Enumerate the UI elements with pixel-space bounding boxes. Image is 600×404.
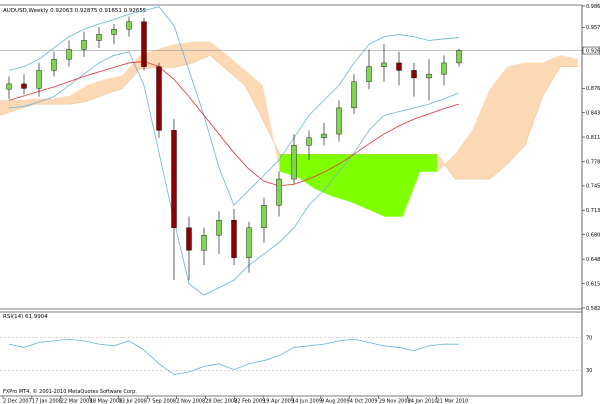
price-tick-label: 0.74580	[586, 184, 600, 190]
price-tick-label: 0.77840	[586, 159, 600, 165]
current-price-marker	[582, 46, 600, 55]
candle-body	[396, 62, 402, 71]
price-tick-label: 0.64800	[586, 257, 600, 263]
candle-body	[441, 62, 447, 75]
cloud-segment	[384, 154, 403, 217]
candle-body	[231, 220, 237, 258]
time-tick-label: 21 Mar 2010	[437, 399, 469, 404]
time-tick-label: 28 Dec 2008	[205, 399, 237, 404]
candle-body	[36, 70, 42, 89]
bollinger-upper-line	[8, 6, 460, 206]
time-tick-label: 2 Nov 2008	[176, 399, 205, 404]
time-tick-label: 13 Jul 2008	[119, 399, 147, 404]
price-tick-label: 0.87620	[586, 86, 600, 92]
time-tick-label: 22 Mar 2008	[61, 399, 93, 404]
moving-average-line	[8, 61, 460, 187]
price-tick-label: 0.68060	[586, 233, 600, 239]
time-tick-label: 4 Oct 2009	[350, 399, 378, 404]
candle-body	[426, 73, 432, 79]
candle-body	[246, 227, 252, 258]
time-tick-label: 24 Jan 2010	[408, 399, 438, 404]
candle-body	[111, 29, 117, 35]
rsi-tick-label: 70	[586, 335, 592, 341]
time-tick-label: 7 Sep 2008	[148, 399, 177, 404]
candle-body	[51, 58, 57, 71]
candle-body	[321, 133, 327, 139]
price-tick-label: 0.98600	[586, 4, 600, 10]
price-tick-label: 0.71320	[586, 208, 600, 214]
candle-body	[411, 70, 417, 79]
candle-body	[141, 21, 147, 67]
price-tick-label: 0.92655	[586, 48, 600, 54]
rsi-line	[8, 338, 460, 375]
candle-body	[66, 49, 72, 60]
cloud-segment	[349, 154, 368, 210]
ichimoku-cloud	[0, 41, 578, 217]
time-tick-label: 18 May 2008	[90, 399, 123, 404]
time-tick-label: 22 Feb 2009	[234, 399, 265, 404]
candle-body	[186, 227, 192, 251]
price-tick-label: 0.61540	[586, 281, 600, 287]
bollinger-lower-line	[8, 51, 460, 296]
cloud-edge	[0, 55, 578, 180]
candlesticks	[6, 16, 462, 281]
candle-body	[351, 81, 357, 109]
price-tick-label: 0.58280	[586, 306, 600, 312]
candle-body	[171, 130, 177, 228]
candle-body	[201, 234, 207, 251]
candle-body	[81, 40, 87, 50]
rsi-tick-label: 30	[586, 368, 592, 374]
price-tick-label: 0.81100	[586, 135, 600, 141]
candle-body	[216, 220, 222, 236]
indicator-lines	[0, 6, 582, 296]
price-tick-label: 0.95740	[586, 25, 600, 31]
candle-body	[381, 62, 387, 67]
candle-body	[306, 137, 312, 146]
cloud-segment	[419, 154, 438, 172]
rsi-title: RSI(14) 61.9904	[3, 314, 48, 320]
time-tick-label: 19 Apr 2009	[263, 399, 294, 404]
candle-body	[126, 21, 132, 30]
rsi-panel: 70 30	[0, 335, 592, 375]
candle-body	[291, 145, 297, 180]
cloud-segment	[34, 98, 53, 105]
time-tick-label: 29 Nov 2009	[379, 399, 411, 404]
time-tick-label: 14 Jun 2009	[292, 399, 322, 404]
time-tick-label: 9 Aug 2009	[321, 399, 350, 404]
candle-body	[276, 178, 282, 206]
cloud-segment	[367, 154, 386, 217]
chart-title: AUDUSD,Weekly 0.92063 0.92875 0.91651 0.…	[3, 8, 147, 14]
candle-body	[21, 83, 27, 89]
candle-body	[261, 205, 267, 228]
candle-body	[6, 83, 12, 90]
price-tick-label: 0.84360	[586, 110, 600, 116]
time-tick-label: 2 Dec 2007	[3, 399, 32, 404]
candle-body	[156, 66, 162, 131]
time-tick-label: 17 Jan 2008	[32, 399, 62, 404]
candle-body	[96, 34, 102, 41]
candle-body	[366, 66, 372, 82]
candle-body	[456, 50, 462, 64]
copyright-text: FXPro MT4, © 2001-2010 MetaQuotes Softwa…	[3, 388, 137, 395]
price-axis: 0.98600 0.95740 0.92655 0.87620 0.84360 0.811…	[582, 4, 600, 312]
candle-body	[336, 107, 342, 135]
